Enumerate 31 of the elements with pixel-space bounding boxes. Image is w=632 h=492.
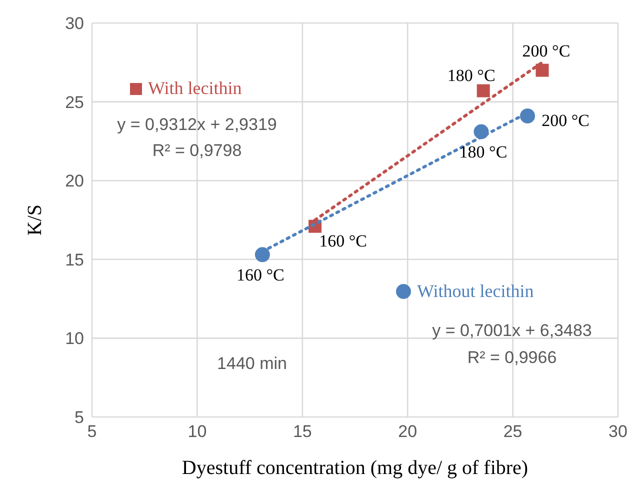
- y-tick-label: 30: [65, 14, 84, 34]
- annotation: y = 0,9312x + 2,9319: [117, 115, 277, 135]
- annotation: R² = 0,9798: [152, 141, 242, 161]
- annotation: 180 °C: [459, 142, 508, 162]
- x-axis-title: Dyestuff concentration (mg dye/ g of fibre): [182, 457, 528, 480]
- x-tick-label: 25: [503, 422, 522, 442]
- x-tick-label: 10: [188, 422, 207, 442]
- annotation: 200 °C: [542, 110, 590, 130]
- x-tick-label: 5: [87, 422, 97, 442]
- annotation: 180 °C: [447, 66, 496, 85]
- legend-label: With lecithin: [148, 78, 242, 99]
- y-tick-label: 5: [74, 408, 84, 428]
- x-tick-label: 15: [292, 422, 312, 442]
- annotation: R² = 0,9966: [467, 348, 557, 368]
- x-tick-label: 20: [398, 422, 418, 442]
- legend-label: Without lecithin: [417, 281, 534, 302]
- y-axis-title: K/S: [24, 204, 46, 236]
- y-tick-label: 20: [65, 172, 84, 191]
- annotation: y = 0,7001x + 6,3483: [432, 321, 592, 341]
- point: [536, 64, 549, 77]
- y-tick-label: 25: [65, 92, 84, 112]
- annotation: 1440 min: [217, 354, 287, 374]
- y-tick-label: 15: [65, 250, 84, 270]
- x-tick-label: 30: [608, 422, 628, 442]
- point: [254, 247, 270, 262]
- point: [520, 108, 536, 124]
- annotation: 160 °C: [319, 231, 367, 250]
- y-tick-label: 10: [65, 329, 84, 348]
- annotation: 200 °C: [522, 41, 570, 60]
- annotation: 160 °C: [236, 266, 284, 285]
- point: [476, 84, 490, 98]
